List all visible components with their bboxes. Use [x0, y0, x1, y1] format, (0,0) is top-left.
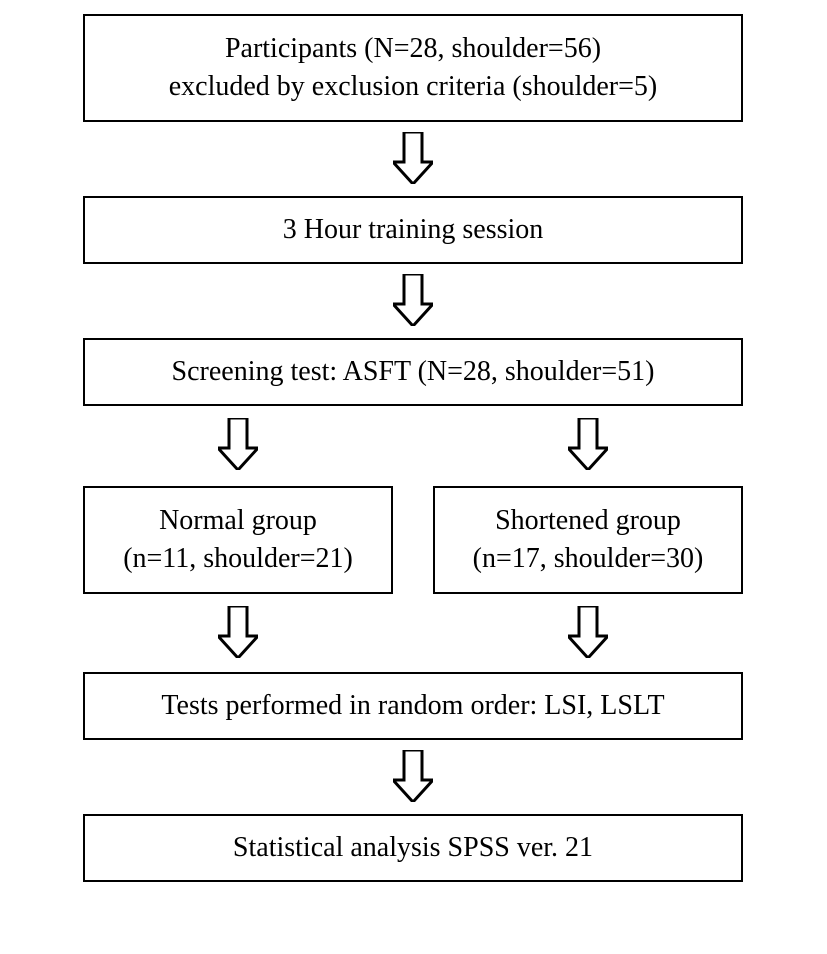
- down-arrow-icon: [568, 418, 608, 470]
- down-arrow-icon: [393, 274, 433, 326]
- participants-line1: Participants (N=28, shoulder=56): [225, 30, 601, 68]
- box-training: 3 Hour training session: [83, 196, 743, 264]
- screening-line1: Screening test: ASFT (N=28, shoulder=51): [172, 353, 655, 391]
- down-arrow-icon: [568, 606, 608, 658]
- box-screening: Screening test: ASFT (N=28, shoulder=51): [83, 338, 743, 406]
- down-arrow-icon: [393, 132, 433, 184]
- box-tests: Tests performed in random order: LSI, LS…: [83, 672, 743, 740]
- box-stats: Statistical analysis SPSS ver. 21: [83, 814, 743, 882]
- box-participants: Participants (N=28, shoulder=56) exclude…: [83, 14, 743, 122]
- shortened-line1: Shortened group: [495, 502, 681, 540]
- box-normal-group: Normal group (n=11, shoulder=21): [83, 486, 393, 594]
- shortened-line2: (n=17, shoulder=30): [473, 540, 704, 578]
- participants-line2: excluded by exclusion criteria (shoulder…: [169, 68, 658, 106]
- stats-line1: Statistical analysis SPSS ver. 21: [233, 829, 593, 867]
- down-arrow-icon: [218, 606, 258, 658]
- tests-line1: Tests performed in random order: LSI, LS…: [161, 687, 664, 725]
- box-shortened-group: Shortened group (n=17, shoulder=30): [433, 486, 743, 594]
- normal-line1: Normal group: [159, 502, 317, 540]
- flowchart-canvas: Participants (N=28, shoulder=56) exclude…: [0, 0, 827, 954]
- down-arrow-icon: [393, 750, 433, 802]
- normal-line2: (n=11, shoulder=21): [123, 540, 353, 578]
- training-line1: 3 Hour training session: [283, 211, 544, 249]
- down-arrow-icon: [218, 418, 258, 470]
